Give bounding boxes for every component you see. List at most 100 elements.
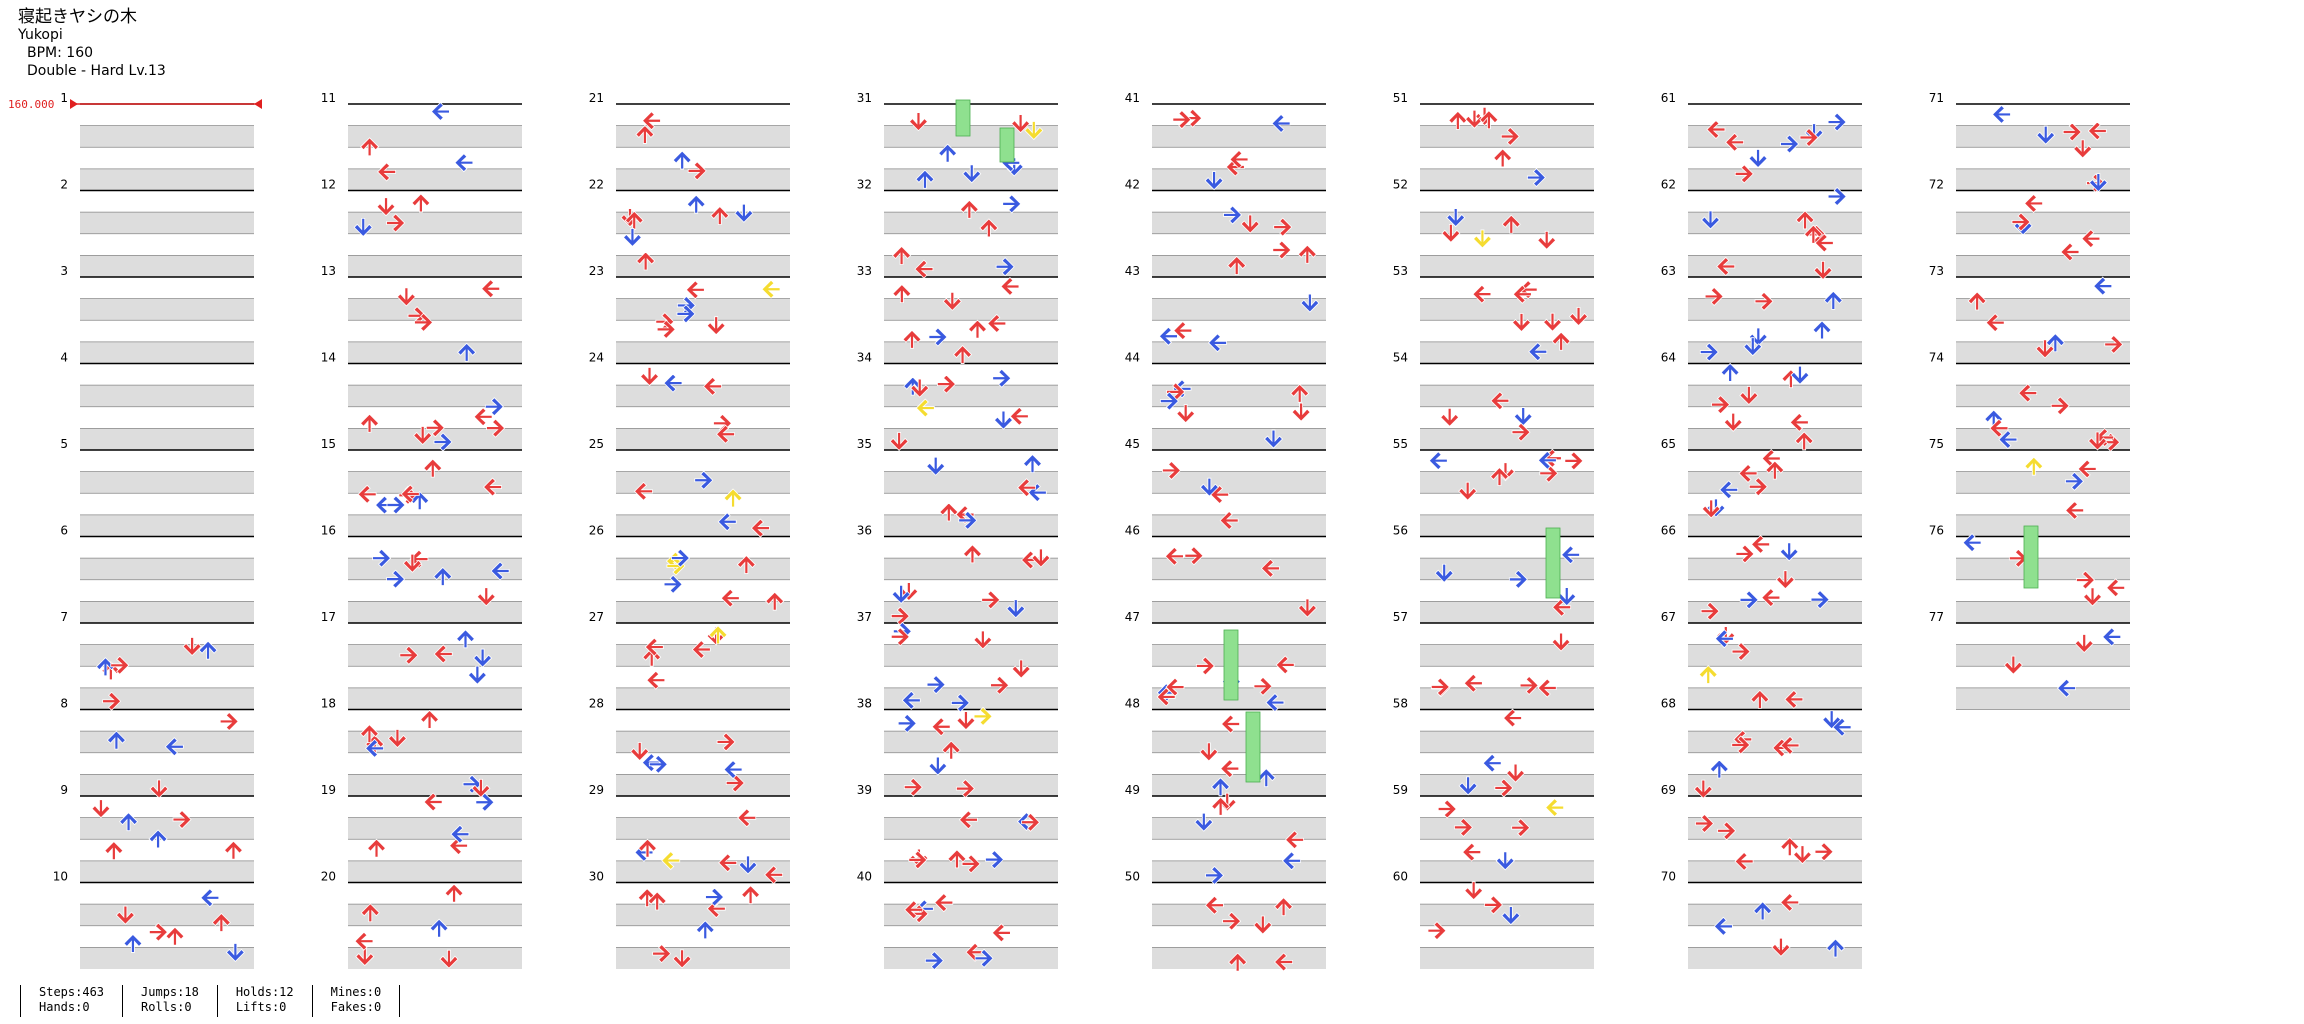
step-arrow-icon [1437, 799, 1457, 819]
measure-number: 54 [1393, 351, 1408, 365]
step-arrow-icon [396, 287, 416, 307]
step-arrow-icon [2073, 139, 2093, 159]
step-arrow-icon [419, 709, 440, 729]
step-arrow-icon [685, 280, 705, 300]
measure-number: 73 [1929, 264, 1944, 278]
step-arrow-icon [1761, 588, 1781, 608]
step-arrow-icon [663, 373, 683, 393]
step-arrow-icon [993, 410, 1014, 430]
beat-band [616, 904, 790, 926]
step-arrow-icon [1011, 114, 1031, 134]
step-arrow-icon [376, 197, 396, 217]
step-arrow-icon [987, 313, 1007, 334]
step-arrow-icon [1427, 921, 1447, 941]
step-arrow-icon [734, 203, 754, 223]
beat-band [80, 687, 254, 710]
measure-number: 31 [857, 91, 872, 105]
step-arrow-icon [2056, 678, 2076, 698]
step-arrow-icon [481, 279, 501, 299]
step-arrow-icon [360, 137, 380, 157]
beat-band [884, 947, 1058, 969]
beat-band [884, 687, 1058, 710]
step-arrow-icon [2088, 173, 2108, 193]
step-arrow-icon [1253, 915, 1273, 935]
beat-band [348, 860, 522, 883]
step-arrow-icon [1430, 677, 1450, 697]
measure-number: 56 [1393, 524, 1408, 538]
step-arrow-icon [211, 912, 231, 932]
measure-number: 60 [1393, 870, 1408, 884]
step-arrow-icon [915, 398, 935, 418]
stat-fakes: Fakes:0 [330, 1000, 382, 1014]
step-arrow-icon [926, 456, 946, 476]
beat-band [1688, 385, 1862, 407]
measure-number: 33 [857, 264, 872, 278]
step-arrow-icon [1814, 233, 1834, 253]
measure-number: 34 [857, 351, 872, 365]
measure-number: 2 [60, 178, 68, 192]
step-arrow-icon [1273, 217, 1293, 237]
measure-number: 1 [60, 91, 68, 105]
step-arrow-icon [1511, 313, 1532, 333]
beat-band [884, 298, 1058, 321]
step-arrow-icon [1446, 208, 1466, 228]
step-arrow-icon [1545, 798, 1565, 818]
measure-number: 25 [589, 437, 604, 451]
measure-number: 76 [1929, 524, 1944, 538]
step-arrow-icon [118, 812, 139, 832]
beat-band [80, 125, 254, 148]
step-arrow-icon [889, 432, 909, 452]
step-arrow-icon [414, 312, 434, 332]
step-arrow-icon [1207, 333, 1227, 353]
step-arrow-icon [1022, 454, 1043, 474]
beat-band [1420, 687, 1594, 710]
step-arrow-icon [2011, 212, 2031, 232]
step-arrow-icon [473, 407, 493, 427]
step-arrow-icon [360, 903, 380, 923]
step-arrow-icon [892, 284, 912, 304]
step-arrow-icon [386, 569, 406, 589]
step-arrow-icon [952, 344, 973, 364]
step-arrow-icon [633, 481, 653, 501]
step-arrow-icon [399, 645, 419, 665]
step-arrow-icon [457, 342, 477, 362]
step-arrow-icon [1204, 171, 1224, 191]
measure-number: 69 [1661, 783, 1676, 797]
step-arrow-icon [904, 900, 924, 920]
step-arrow-icon [454, 153, 474, 173]
step-arrow-icon [387, 729, 407, 749]
step-arrow-icon [1253, 676, 1273, 696]
step-arrow-icon [1002, 194, 1022, 214]
step-arrow-icon [901, 690, 921, 710]
step-arrow-icon [1290, 383, 1310, 403]
beat-band [1688, 298, 1862, 321]
beat-band [80, 514, 254, 537]
step-arrow-icon [1222, 911, 1242, 931]
measure-number: 13 [321, 264, 336, 278]
step-arrow-icon [1458, 481, 1478, 501]
step-arrow-icon [1501, 906, 1521, 926]
step-arrow-icon [1738, 463, 1758, 483]
step-arrow-icon [741, 885, 761, 905]
step-arrow-icon [644, 637, 664, 657]
step-arrow-icon [400, 484, 420, 504]
step-arrow-icon [1458, 776, 1478, 796]
step-arrow-icon [1173, 321, 1193, 341]
step-arrow-icon [1772, 738, 1792, 758]
beat-band [1152, 860, 1326, 883]
difficulty-info: Double - Hard Lv.13 [27, 63, 166, 79]
measure-number: 52 [1393, 178, 1408, 192]
beat-band [1152, 514, 1326, 537]
step-arrow-icon [687, 161, 707, 181]
beat-band [1688, 471, 1862, 494]
step-arrow-icon [671, 548, 690, 568]
step-arrow-icon [2018, 383, 2038, 403]
step-arrow-icon [1428, 451, 1448, 471]
step-arrow-icon [1021, 812, 1041, 832]
step-arrow-icon [2081, 229, 2101, 249]
step-arrow-icon [490, 561, 510, 581]
beat-band [348, 385, 522, 407]
step-arrow-icon [2093, 276, 2113, 296]
step-arrow-icon [1780, 892, 1800, 913]
measure-number: 45 [1125, 437, 1140, 451]
